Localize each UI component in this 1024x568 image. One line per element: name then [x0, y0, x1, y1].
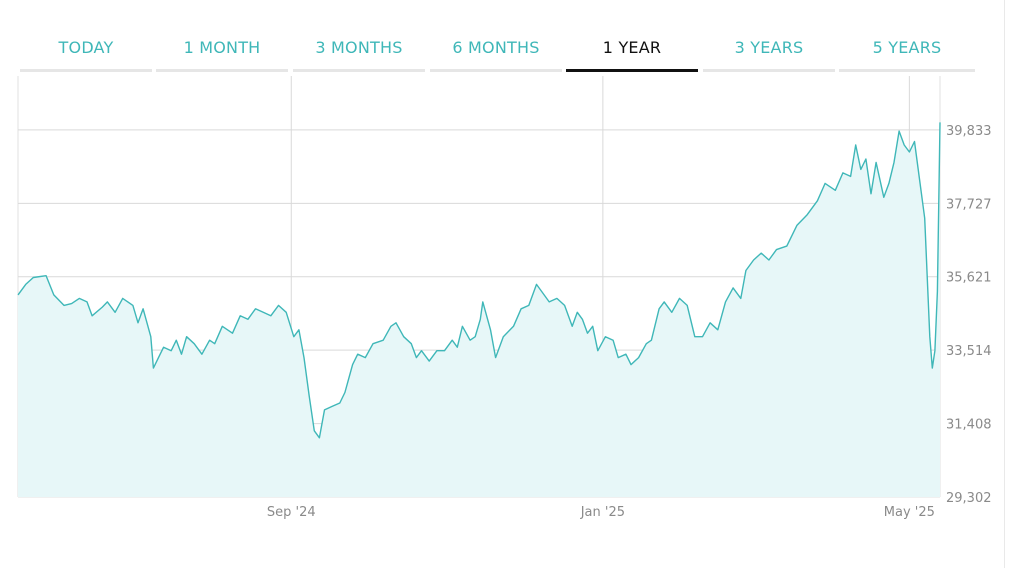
y-tick-label: 33,514 [946, 344, 992, 359]
tab-5-years[interactable]: 5 YEARS [839, 26, 975, 72]
tab-1-year[interactable]: 1 YEAR [566, 26, 698, 72]
y-tick-label: 31,408 [946, 418, 992, 433]
tab-3-months[interactable]: 3 MONTHS [293, 26, 425, 72]
y-tick-label: 29,302 [946, 491, 992, 506]
panel-edge [1004, 0, 1005, 568]
range-tabs: TODAY 1 MONTH 3 MONTHS 6 MONTHS 1 YEAR 3… [20, 26, 976, 72]
tab-today[interactable]: TODAY [20, 26, 152, 72]
y-tick-label: 37,727 [946, 197, 992, 212]
price-area [18, 122, 940, 498]
x-tick-label: May '25 [884, 505, 935, 520]
tab-1-month[interactable]: 1 MONTH [156, 26, 288, 72]
x-tick-label: Sep '24 [267, 505, 316, 520]
y-tick-label: 35,621 [946, 271, 992, 286]
y-tick-label: 39,833 [946, 124, 992, 139]
price-line [17, 122, 941, 439]
price-series [17, 122, 941, 439]
price-area-fill [18, 122, 940, 498]
x-tick-label: Jan '25 [580, 505, 625, 520]
tab-3-years[interactable]: 3 YEARS [703, 26, 835, 72]
axes: 29,302 31,408 33,514 35,621 37,727 39,833 Sep … [267, 124, 992, 520]
tab-6-months[interactable]: 6 MONTHS [430, 26, 562, 72]
